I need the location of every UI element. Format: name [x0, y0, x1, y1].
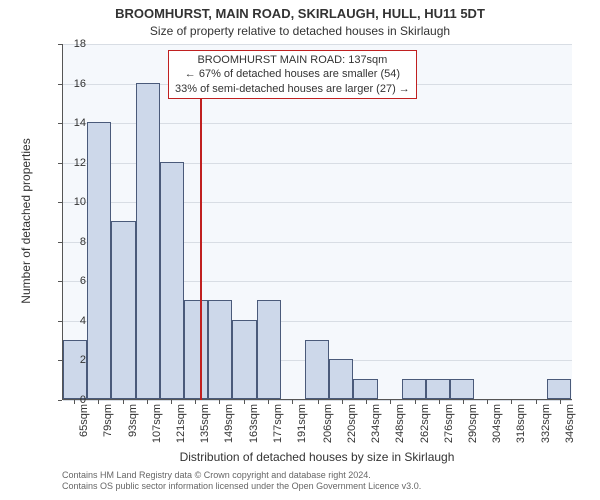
- x-tick-mark: [536, 400, 537, 404]
- grid-line: [63, 44, 572, 45]
- x-tick-label: 304sqm: [491, 404, 503, 464]
- y-tick-mark: [58, 360, 62, 361]
- histogram-bar: [402, 379, 426, 399]
- x-tick-label: 191sqm: [296, 404, 308, 464]
- callout-line: ← 67% of detached houses are smaller (54…: [175, 67, 410, 81]
- histogram-bar: [450, 379, 474, 399]
- x-tick-mark: [98, 400, 99, 404]
- x-tick-mark: [268, 400, 269, 404]
- histogram-bar: [426, 379, 450, 399]
- x-tick-mark: [292, 400, 293, 404]
- footer: Contains HM Land Registry data © Crown c…: [62, 470, 572, 492]
- x-tick-label: 234sqm: [370, 404, 382, 464]
- x-tick-label: 121sqm: [175, 404, 187, 464]
- histogram-bar: [111, 221, 135, 399]
- x-tick-mark: [439, 400, 440, 404]
- x-tick-label: 149sqm: [223, 404, 235, 464]
- y-tick-mark: [58, 44, 62, 45]
- histogram-bar: [87, 122, 111, 399]
- y-tick-mark: [58, 84, 62, 85]
- x-tick-mark: [463, 400, 464, 404]
- histogram-bar: [63, 340, 87, 399]
- x-tick-label: 135sqm: [199, 404, 211, 464]
- title-main: BROOMHURST, MAIN ROAD, SKIRLAUGH, HULL, …: [0, 6, 600, 21]
- title-sub: Size of property relative to detached ho…: [0, 24, 600, 38]
- histogram-bar: [305, 340, 329, 399]
- x-tick-mark: [171, 400, 172, 404]
- x-tick-label: 332sqm: [540, 404, 552, 464]
- x-tick-label: 93sqm: [127, 404, 139, 464]
- x-tick-mark: [487, 400, 488, 404]
- x-tick-mark: [390, 400, 391, 404]
- histogram-bar: [329, 359, 353, 399]
- x-tick-label: 248sqm: [394, 404, 406, 464]
- x-tick-label: 79sqm: [102, 404, 114, 464]
- plot-area: BROOMHURST MAIN ROAD: 137sqm← 67% of det…: [62, 44, 572, 400]
- x-tick-label: 65sqm: [78, 404, 90, 464]
- histogram-bar: [136, 83, 160, 399]
- footer-line-2: Contains OS public sector information li…: [62, 481, 572, 492]
- y-tick-mark: [58, 400, 62, 401]
- y-tick-mark: [58, 281, 62, 282]
- x-tick-mark: [415, 400, 416, 404]
- callout-line: 33% of semi-detached houses are larger (…: [175, 82, 410, 96]
- marker-line: [200, 96, 202, 400]
- x-tick-label: 276sqm: [443, 404, 455, 464]
- x-tick-label: 346sqm: [564, 404, 576, 464]
- histogram-bar: [547, 379, 571, 399]
- x-tick-mark: [318, 400, 319, 404]
- callout-box: BROOMHURST MAIN ROAD: 137sqm← 67% of det…: [168, 50, 417, 99]
- x-tick-label: 206sqm: [322, 404, 334, 464]
- footer-line-1: Contains HM Land Registry data © Crown c…: [62, 470, 572, 481]
- histogram-bar: [232, 320, 256, 399]
- x-tick-label: 262sqm: [419, 404, 431, 464]
- x-tick-label: 318sqm: [515, 404, 527, 464]
- histogram-bar: [184, 300, 208, 399]
- x-tick-label: 163sqm: [248, 404, 260, 464]
- histogram-bar: [208, 300, 232, 399]
- x-tick-mark: [74, 400, 75, 404]
- y-tick-mark: [58, 123, 62, 124]
- callout-line: BROOMHURST MAIN ROAD: 137sqm: [175, 53, 410, 67]
- histogram-bar: [353, 379, 377, 399]
- x-tick-mark: [147, 400, 148, 404]
- x-tick-mark: [195, 400, 196, 404]
- y-axis-label: Number of detached properties: [19, 121, 33, 321]
- histogram-bar: [257, 300, 281, 399]
- y-axis-label-container: Number of detached properties: [14, 44, 30, 400]
- y-tick-mark: [58, 242, 62, 243]
- x-tick-mark: [244, 400, 245, 404]
- x-tick-label: 290sqm: [467, 404, 479, 464]
- x-tick-label: 177sqm: [272, 404, 284, 464]
- x-tick-mark: [123, 400, 124, 404]
- x-tick-label: 107sqm: [151, 404, 163, 464]
- y-tick-mark: [58, 202, 62, 203]
- x-tick-mark: [219, 400, 220, 404]
- histogram-bar: [160, 162, 184, 399]
- x-tick-mark: [511, 400, 512, 404]
- x-tick-mark: [342, 400, 343, 404]
- x-tick-mark: [366, 400, 367, 404]
- y-tick-mark: [58, 321, 62, 322]
- x-tick-mark: [560, 400, 561, 404]
- y-tick-mark: [58, 163, 62, 164]
- x-tick-label: 220sqm: [346, 404, 358, 464]
